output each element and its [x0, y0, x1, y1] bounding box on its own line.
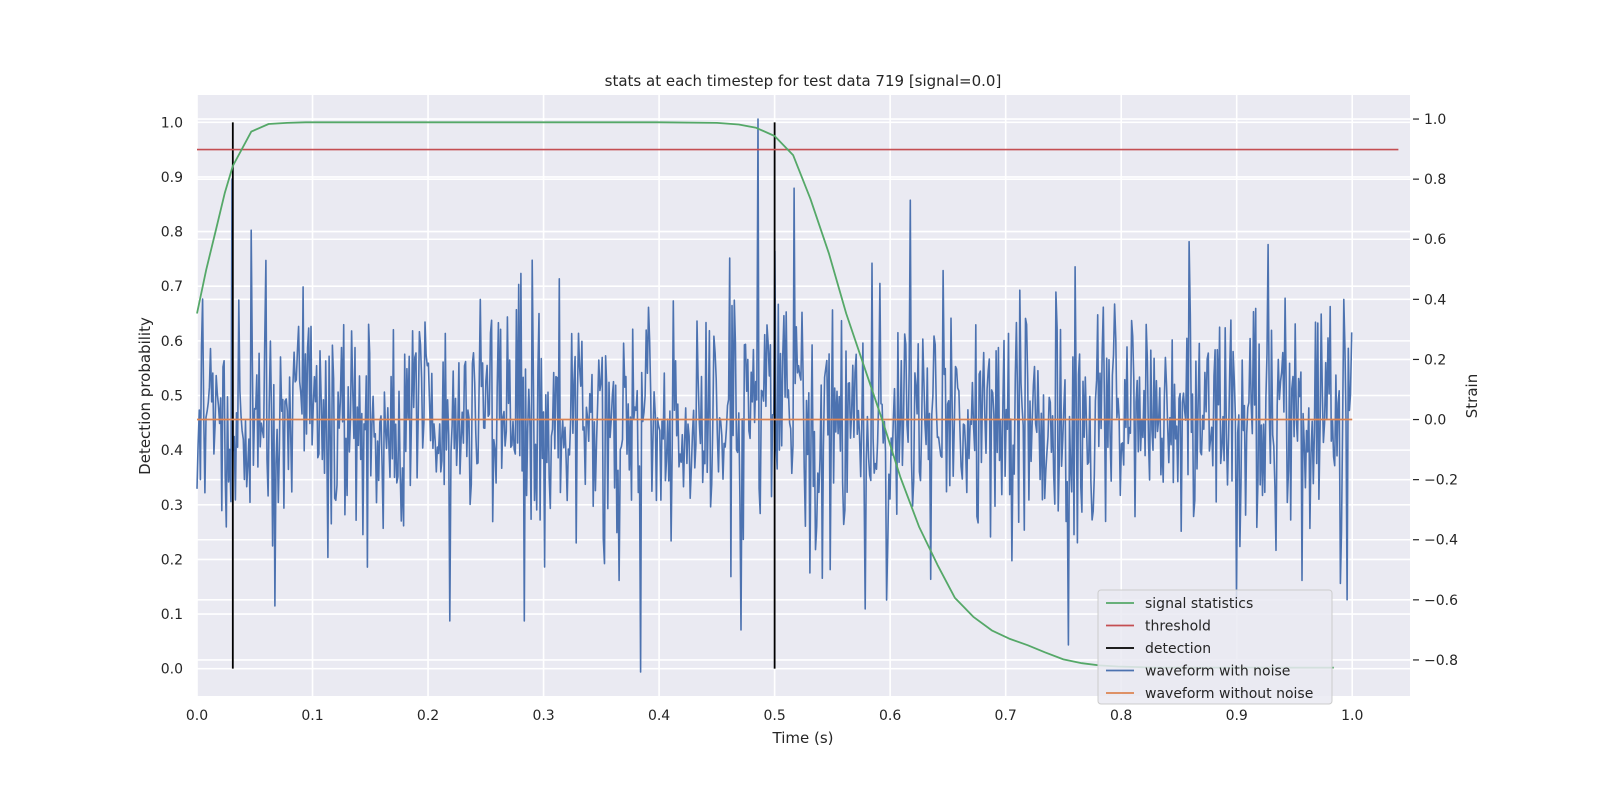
y2-tick-label: −0.6	[1424, 593, 1458, 609]
x-tick-label: 0.2	[417, 708, 439, 724]
y2-tick-label: −0.4	[1424, 533, 1458, 549]
y-tick-label: 0.6	[161, 334, 183, 350]
legend-entry: waveform with noise	[1145, 664, 1290, 680]
y-tick-label: 1.0	[161, 115, 183, 131]
y-tick-label: 0.0	[161, 662, 183, 678]
y2-tick-label: −0.2	[1424, 473, 1458, 489]
x-tick-label: 0.7	[995, 708, 1017, 724]
x-tick-label: 1.0	[1341, 708, 1363, 724]
y-tick-label: 0.9	[161, 170, 183, 186]
legend-entry: waveform without noise	[1145, 686, 1313, 702]
x-tick-label: 0.5	[763, 708, 785, 724]
y2-tick-label: 1.0	[1424, 112, 1446, 128]
legend: signal statistics threshold detection wavef…	[1097, 589, 1333, 705]
y-tick-label: 0.1	[161, 607, 183, 623]
y2-tick-label: 0.2	[1424, 352, 1446, 368]
y2-tick-label: 0.4	[1424, 292, 1446, 308]
y-tick-label: 0.4	[161, 443, 183, 459]
y2-tick-label: 0.6	[1424, 232, 1446, 248]
x-tick-label: 0.8	[1110, 708, 1132, 724]
y2-tick-label: −0.8	[1424, 653, 1458, 669]
x-tick-label: 0.0	[186, 708, 208, 724]
x-tick-label: 0.6	[879, 708, 901, 724]
y-tick-label: 0.3	[161, 498, 183, 514]
x-axis-ticks: 0.0 0.1 0.2 0.3 0.4 0.5 0.6 0.7 0.8 0.9 1.0	[186, 708, 1364, 724]
y2-axis-label: Strain	[1463, 374, 1481, 418]
legend-entry: detection	[1145, 641, 1211, 657]
chart-title: stats at each timestep for test data 719…	[605, 72, 1002, 90]
y2-axis-ticks: −0.8 −0.6 −0.4 −0.2 0.0 0.2 0.4 0.6 0.8 1.0	[1413, 112, 1458, 669]
legend-box	[1097, 589, 1333, 705]
x-axis-label: Time (s)	[772, 729, 834, 747]
x-tick-label: 0.1	[301, 708, 323, 724]
x-tick-label: 0.9	[1226, 708, 1248, 724]
y2-tick-label: 0.8	[1424, 172, 1446, 188]
y-axis-ticks: 0.0 0.1 0.2 0.3 0.4 0.5 0.6 0.7 0.8 0.9 1.0	[161, 115, 183, 677]
x-tick-label: 0.4	[648, 708, 670, 724]
y2-tick-label: 0.0	[1424, 413, 1446, 429]
y-tick-label: 0.7	[161, 279, 183, 295]
y-tick-label: 0.8	[161, 225, 183, 241]
legend-entry: signal statistics	[1145, 596, 1253, 612]
legend-entry: threshold	[1145, 619, 1211, 635]
y-axis-label: Detection probability	[136, 317, 154, 475]
x-tick-label: 0.3	[532, 708, 554, 724]
y-tick-label: 0.5	[161, 389, 183, 405]
y-tick-label: 0.2	[161, 552, 183, 568]
